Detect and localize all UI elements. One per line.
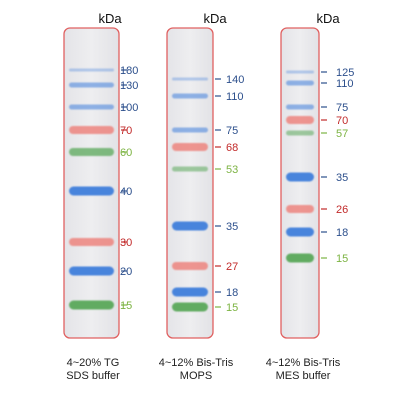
unit-header: kDa — [203, 11, 227, 26]
gel-lane — [166, 27, 214, 339]
panel-1-caption-line1: 4~20% TG — [66, 357, 120, 369]
band-label: 125 — [336, 67, 354, 79]
ladder-panel-1: kDa 180 130 100 70 60 40 30 20 15 — [63, 11, 138, 339]
band-label: 15 — [120, 300, 132, 312]
band-70-kda — [69, 126, 114, 134]
band-label: 35 — [336, 172, 348, 184]
band-75-kda — [286, 104, 314, 110]
band-label: 70 — [120, 125, 132, 137]
band-label: 130 — [120, 80, 138, 92]
band-130-kda — [69, 82, 114, 88]
band-label: 75 — [226, 125, 238, 137]
gel-lane — [280, 27, 320, 339]
band-label: 70 — [336, 115, 348, 127]
band-label: 110 — [226, 91, 244, 103]
band-140-kda — [172, 77, 208, 81]
band-30-kda — [69, 238, 114, 246]
gel-lane — [63, 27, 120, 339]
band-label: 30 — [120, 237, 132, 249]
band-57-kda — [286, 130, 314, 136]
panel-3-caption-line1: 4~12% Bis-Tris — [265, 357, 341, 369]
band-75-kda — [172, 127, 208, 133]
band-label: 75 — [336, 102, 348, 114]
ladder-panel-2: kDa 140 110 75 68 53 35 27 18 15 — [166, 11, 244, 339]
panel-1-caption-line2: SDS buffer — [66, 370, 120, 382]
band-label: 20 — [120, 266, 132, 278]
panel-3-caption-line2: MES buffer — [275, 370, 331, 382]
panel-2-caption: 4~12% Bis-Tris MOPS — [136, 357, 256, 383]
band-125-kda — [286, 70, 314, 74]
band-label: 110 — [336, 78, 354, 90]
band-15-kda — [172, 302, 208, 312]
band-label: 18 — [336, 227, 348, 239]
band-68-kda — [172, 143, 208, 151]
panel-2-caption-line2: MOPS — [179, 370, 213, 382]
panel-3-caption: 4~12% Bis-Tris MES buffer — [243, 357, 363, 383]
band-label: 15 — [226, 302, 238, 314]
band-label: 100 — [120, 102, 138, 114]
band-35-kda — [172, 221, 208, 231]
band-180-kda — [69, 68, 114, 72]
band-label: 26 — [336, 204, 348, 216]
band-label: 140 — [226, 74, 244, 86]
band-label: 40 — [120, 186, 132, 198]
band-27-kda — [172, 262, 208, 270]
band-20-kda — [69, 266, 114, 276]
band-label: 60 — [120, 147, 132, 159]
band-40-kda — [69, 186, 114, 196]
band-15-kda — [286, 253, 314, 263]
band-110-kda — [172, 93, 208, 99]
band-26-kda — [286, 205, 314, 213]
band-label: 68 — [226, 142, 238, 154]
band-60-kda — [69, 148, 114, 156]
band-70-kda — [286, 116, 314, 124]
unit-header: kDa — [316, 11, 340, 26]
panel-2-caption-line1: 4~12% Bis-Tris — [158, 357, 234, 369]
band-110-kda — [286, 80, 314, 86]
band-label: 35 — [226, 221, 238, 233]
band-label: 180 — [120, 65, 138, 77]
band-label: 57 — [336, 128, 348, 140]
band-label: 18 — [226, 287, 238, 299]
band-15-kda — [69, 300, 114, 310]
band-label: 53 — [226, 164, 238, 176]
band-18-kda — [172, 287, 208, 297]
unit-header: kDa — [98, 11, 122, 26]
panel-1-caption: 4~20% TG SDS buffer — [33, 357, 153, 383]
band-label: 27 — [226, 261, 238, 273]
band-18-kda — [286, 227, 314, 237]
band-label: 15 — [336, 253, 348, 265]
band-53-kda — [172, 166, 208, 172]
band-100-kda — [69, 104, 114, 110]
band-35-kda — [286, 172, 314, 182]
